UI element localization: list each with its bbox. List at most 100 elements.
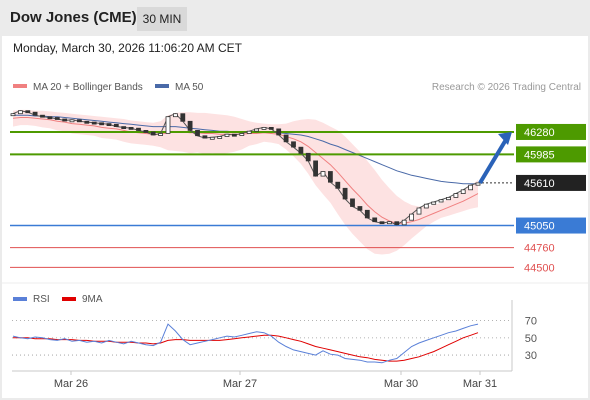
- ma50-legend-swatch: [155, 84, 169, 88]
- price-candle: [460, 189, 466, 195]
- price-candle: [99, 122, 104, 126]
- resistance-label: 45985: [524, 149, 555, 161]
- report-timestamp: Monday, March 30, 2026 11:06:20 AM CET: [13, 41, 243, 55]
- rsi-legend-swatch: [13, 297, 27, 301]
- price-candle: [91, 121, 97, 125]
- rsi-ma-legend-swatch: [62, 297, 76, 301]
- credit-label: Research © 2026 Trading Central: [432, 82, 581, 93]
- resistance-label: 46280: [524, 127, 555, 139]
- price-candle: [364, 209, 370, 219]
- price-candle: [283, 134, 289, 143]
- rsi-tick-label: 70: [525, 316, 537, 328]
- price-candle: [379, 221, 385, 225]
- bollinger-band-fill: [13, 109, 478, 255]
- price-candle: [276, 128, 282, 136]
- x-axis-tick-label: Mar 26: [54, 378, 88, 390]
- price-candle: [202, 135, 208, 139]
- ma20-line: [12, 117, 479, 224]
- resistance-label-box: [516, 146, 586, 163]
- price-candle: [172, 113, 178, 118]
- price-candle: [320, 171, 326, 177]
- price-candle: [335, 181, 341, 189]
- support-label: 45050: [524, 221, 555, 233]
- price-candle: [165, 116, 171, 134]
- price-candle: [143, 129, 149, 133]
- price-candle: [268, 127, 274, 130]
- rsi-line: [12, 323, 479, 364]
- extra-support-label: 44500: [524, 262, 555, 274]
- ma20-legend-swatch: [13, 84, 27, 88]
- price-candle: [217, 136, 223, 139]
- price-levels: 46280 45985 45610 45050 44760 44500: [10, 123, 586, 274]
- support-label-box: [516, 217, 586, 234]
- price-candle: [10, 113, 16, 117]
- price-series: [10, 110, 481, 226]
- chart-panel: [2, 36, 588, 398]
- price-candle: [423, 203, 429, 209]
- target-arrow: [478, 131, 512, 184]
- price-candle: [69, 119, 75, 123]
- price-candle: [401, 219, 407, 226]
- price-candle: [25, 110, 31, 114]
- price-candle: [209, 136, 215, 140]
- resistance-label-box: [516, 123, 586, 140]
- header-bar: Dow Jones (CME) 30 MIN: [0, 0, 590, 36]
- price-candle: [261, 127, 267, 130]
- rsi-panel: 70 50 30: [12, 316, 537, 364]
- price-candle: [246, 130, 252, 134]
- target-arrow-shaft: [478, 136, 509, 184]
- price-candle: [17, 110, 23, 115]
- price-candle: [342, 187, 348, 200]
- last-price-label: 45610: [524, 178, 555, 190]
- price-candle: [231, 133, 237, 137]
- price-candle: [386, 221, 392, 225]
- price-candle: [47, 116, 53, 120]
- price-close-line: [12, 110, 479, 226]
- price-candle: [475, 182, 481, 186]
- price-candle: [305, 152, 311, 162]
- rsi-legend: RSI 9MA: [13, 294, 103, 305]
- timeframe-badge[interactable]: 30 MIN: [137, 7, 187, 31]
- price-candle: [446, 196, 451, 201]
- price-candle: [313, 160, 319, 177]
- x-axis-tick-label: Mar 27: [223, 378, 257, 390]
- x-axis-tick-label: Mar 30: [384, 378, 418, 390]
- price-candle: [187, 120, 193, 131]
- rsi-ma-legend-label: 9MA: [82, 294, 103, 305]
- price-candle: [438, 199, 444, 203]
- price-candle: [113, 123, 119, 128]
- rsi-tick-label: 30: [525, 350, 537, 362]
- instrument-title: Dow Jones (CME): [10, 9, 137, 26]
- price-candle: [327, 171, 333, 183]
- price-candle: [372, 217, 378, 223]
- price-candle: [409, 213, 415, 221]
- ma20-legend-label: MA 20 + Bollinger Bands: [33, 82, 143, 93]
- price-candle: [150, 131, 156, 136]
- price-candle: [468, 184, 474, 191]
- price-candle: [136, 127, 141, 131]
- legend: MA 20 + Bollinger Bands MA 50 Research ©…: [13, 82, 581, 93]
- price-candle: [453, 193, 459, 198]
- price-candle: [54, 117, 60, 120]
- price-candle: [40, 114, 45, 118]
- price-candle: [224, 133, 230, 137]
- price-candle: [158, 133, 164, 136]
- target-arrow-head: [498, 131, 512, 145]
- rsi-ma-line: [13, 332, 479, 362]
- price-candle: [128, 127, 134, 130]
- rsi-legend-label: RSI: [33, 294, 50, 305]
- price-candle: [416, 207, 422, 215]
- ma50-legend-label: MA 50: [175, 82, 204, 93]
- price-candle: [239, 133, 245, 136]
- x-axis-ticks: Mar 26 Mar 27 Mar 30 Mar 31: [54, 371, 497, 390]
- price-candle: [84, 120, 90, 124]
- price-candle: [180, 113, 186, 122]
- price-candle: [350, 198, 355, 207]
- price-candle: [254, 128, 260, 132]
- last-price-label-box: [516, 174, 586, 191]
- rsi-tick-label: 50: [525, 333, 537, 345]
- price-candle: [298, 146, 304, 154]
- price-candle: [394, 221, 400, 226]
- extra-support-label: 44760: [524, 243, 555, 255]
